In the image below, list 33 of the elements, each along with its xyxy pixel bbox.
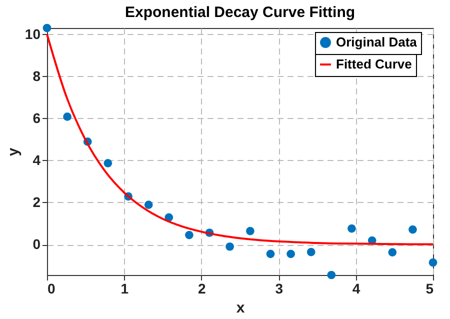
y-tick-label: 10 <box>24 26 41 42</box>
x-tick-label: 0 <box>48 280 56 296</box>
point <box>63 112 72 121</box>
x-tick-label: 2 <box>198 280 206 296</box>
point <box>246 226 254 236</box>
point <box>286 250 295 258</box>
legend-label: Original Data <box>336 34 418 50</box>
point <box>428 258 438 267</box>
y-axis-title: y <box>4 147 22 156</box>
x-axis-title: x <box>236 300 246 316</box>
point <box>104 158 112 168</box>
x-tick-label: 1 <box>120 280 129 296</box>
y-tick-label: 2 <box>32 194 41 210</box>
point <box>144 200 153 209</box>
chart-title: Exponential Decay Curve Fitting <box>124 4 356 21</box>
point <box>388 248 397 256</box>
point <box>226 242 234 251</box>
point <box>408 225 417 234</box>
legend-label: Fitted Curve <box>336 56 412 72</box>
line-series <box>46 33 434 246</box>
y-tick-label: 4 <box>32 152 41 168</box>
y-tick-label: 8 <box>32 68 41 84</box>
point <box>327 270 336 280</box>
y-tick-label: 0 <box>32 236 41 252</box>
x-tick-label: 3 <box>275 280 284 296</box>
point <box>185 230 194 240</box>
x-tick-label: 4 <box>352 280 360 296</box>
point <box>42 24 52 32</box>
x-tick-label: 5 <box>426 280 434 296</box>
point <box>306 248 316 256</box>
point <box>266 250 275 258</box>
y-tick-label: 6 <box>32 110 41 126</box>
point <box>348 224 356 233</box>
